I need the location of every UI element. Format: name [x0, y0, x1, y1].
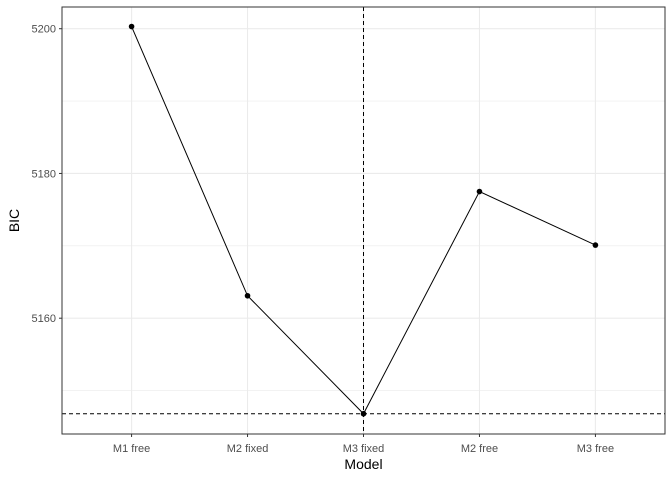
x-tick-label: M2 free — [461, 443, 498, 455]
y-tick-label: 5200 — [32, 24, 56, 36]
data-point — [360, 410, 367, 417]
x-tick-label: M3 free — [577, 443, 614, 455]
x-axis-ticks: M1 free M2 fixed M3 fixed M2 free M3 free — [113, 434, 614, 455]
data-point — [592, 242, 599, 248]
data-point — [244, 292, 251, 299]
data-point — [476, 188, 483, 195]
x-tick-label: M1 free — [113, 443, 150, 455]
data-point — [128, 23, 135, 30]
y-tick-label: 5160 — [32, 313, 56, 325]
x-axis-title: Model — [344, 456, 382, 472]
y-tick-label: 5180 — [32, 168, 56, 180]
y-axis-ticks: 5160 5180 5200 — [32, 24, 62, 325]
x-tick-label: M2 fixed — [227, 443, 269, 455]
series-layer — [128, 23, 599, 417]
x-tick-label: M3 fixed — [343, 443, 385, 455]
y-axis-title: BIC — [6, 209, 22, 232]
